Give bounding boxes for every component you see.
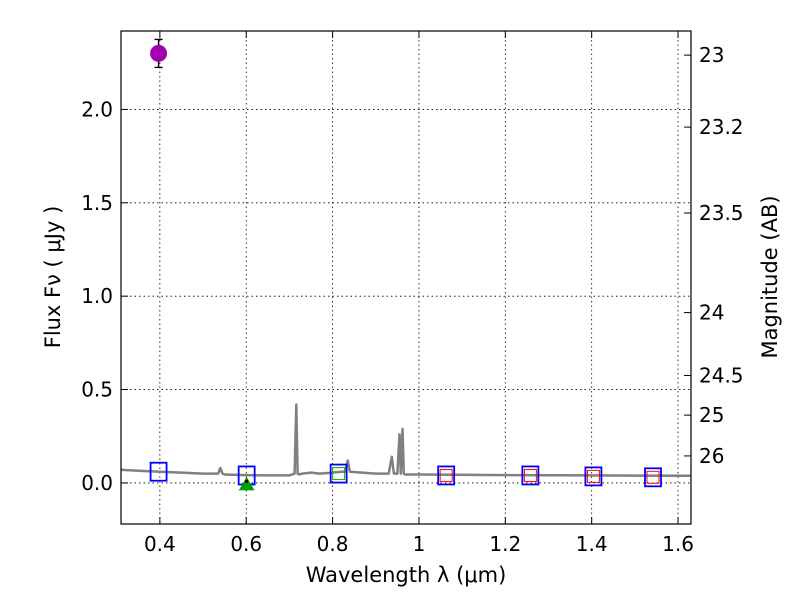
observed-photometry-square (332, 467, 346, 481)
model-photometry-square (644, 467, 662, 488)
x-tick-label: 1.6 (662, 532, 694, 556)
model-photometry-square (149, 461, 168, 482)
x-tick-label: 1.2 (489, 532, 521, 556)
observed-flux-point (150, 44, 168, 62)
x-tick-label: 1 (413, 532, 426, 556)
y-axis-label: Flux Fν ( μJy ) (41, 206, 65, 349)
data-layer (120, 38, 692, 491)
mag-tick-label: 25 (699, 403, 724, 427)
template-spectrum-line (120, 403, 692, 478)
mag-tick-label: 24.5 (699, 363, 744, 387)
y-tick-label: 1.5 (81, 191, 113, 215)
y-tick-label: 1.0 (81, 284, 113, 308)
y2-axis-label: Magnitude (AB) (758, 195, 782, 358)
y-tick-label: 0.5 (81, 378, 113, 402)
observed-photometry-square (439, 468, 453, 482)
mag-tick-label: 23.2 (699, 115, 744, 139)
model-photometry-square (521, 465, 540, 486)
model-photometry-square (584, 466, 603, 487)
x-axis-label: Wavelength λ (μm) (306, 563, 507, 587)
mag-tick-label: 23.5 (699, 201, 744, 225)
observed-photometry-square (586, 469, 600, 483)
y-tick-label: 2.0 (81, 97, 113, 121)
y-tick-label: 0.0 (81, 471, 113, 495)
mag-tick-label: 24 (699, 301, 724, 325)
mag-tick-label: 23 (699, 43, 724, 67)
upper-limit-triangle (238, 476, 255, 491)
mag-tick-label: 26 (699, 444, 724, 468)
x-tick-label: 0.6 (230, 532, 262, 556)
model-photometry-square (329, 463, 348, 484)
tick-layer: 0.4 0.6 0.8 1 1.2 1.4 1.6 0.0 0.5 1.0 1.5 2.0 23 23.2… (81, 31, 744, 556)
observed-photometry-square (523, 468, 537, 482)
grid-layer (121, 31, 691, 524)
plot-frame (120, 30, 692, 525)
x-tick-label: 0.4 (144, 532, 176, 556)
model-photometry-square (437, 465, 456, 486)
observed-photometry-square (646, 470, 660, 484)
x-tick-label: 0.8 (317, 532, 349, 556)
x-tick-label: 1.4 (576, 532, 608, 556)
upper-limit-marker-dot (245, 479, 249, 483)
